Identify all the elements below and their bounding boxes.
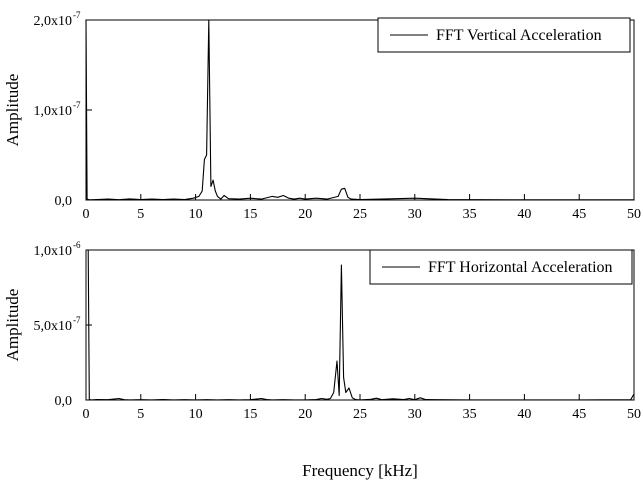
y-tick-label: 0,0 — [55, 394, 73, 409]
panel-vertical-acceleration: 0,01,0x10 -72,0x10 -7 0 5 10 15 20 25 30 35 40 45 50… — [3, 10, 641, 222]
legend: FFT Horizontal Acceleration — [369, 249, 633, 285]
x-tick-label: 30 — [408, 407, 422, 422]
x-tick-label: 45 — [572, 207, 586, 222]
y-tick-exponent: -7 — [73, 315, 81, 325]
x-tick-label: 45 — [572, 407, 586, 422]
series-layer — [87, 249, 635, 401]
x-tick-label: 0 — [83, 207, 90, 222]
y-axis: 0,01,0x10 -72,0x10 -7 — [34, 10, 92, 209]
x-axis: 0 5 10 15 20 25 30 35 40 45 50 — [83, 194, 641, 222]
x-tick-label: 5 — [137, 407, 144, 422]
series-layer — [85, 19, 634, 201]
x-tick-label: 30 — [408, 207, 422, 222]
x-tick-label: 0 — [83, 407, 90, 422]
y-tick-exponent: -7 — [73, 10, 81, 20]
series-line — [85, 19, 634, 201]
y-tick-label: 5,0x10 — [34, 319, 73, 334]
x-tick-label: 40 — [517, 207, 531, 222]
x-tick-label: 35 — [463, 207, 477, 222]
x-tick-label: 20 — [298, 407, 312, 422]
x-tick-label: 15 — [243, 207, 257, 222]
legend-label: FFT Vertical Acceleration — [436, 27, 602, 44]
y-tick-exponent: -6 — [73, 240, 81, 250]
legend: FFT Vertical Acceleration — [377, 17, 631, 53]
x-tick-label: 15 — [243, 407, 257, 422]
x-tick-label: 50 — [627, 407, 641, 422]
x-tick-label: 10 — [189, 207, 203, 222]
legend-label: FFT Horizontal Acceleration — [428, 259, 613, 276]
series-line — [87, 249, 635, 401]
y-tick-label: 1,0x10 — [34, 244, 73, 259]
y-axis-label: Amplitude — [3, 289, 22, 362]
y-tick-exponent: -7 — [73, 100, 81, 110]
x-tick-label: 50 — [627, 207, 641, 222]
x-tick-label: 25 — [353, 407, 367, 422]
y-tick-label: 2,0x10 — [34, 14, 73, 29]
y-tick-label: 0,0 — [55, 194, 73, 209]
x-tick-label: 10 — [189, 407, 203, 422]
x-tick-label: 35 — [463, 407, 477, 422]
x-axis: 0 5 10 15 20 25 30 35 40 45 50 — [83, 394, 641, 422]
x-tick-label: 25 — [353, 207, 367, 222]
x-tick-label: 5 — [137, 207, 144, 222]
y-axis-label: Amplitude — [3, 74, 22, 147]
x-tick-label: 40 — [517, 407, 531, 422]
x-axis-label: Frequency [kHz] — [302, 461, 418, 480]
x-tick-label: 20 — [298, 207, 312, 222]
panel-horizontal-acceleration: 0,0 5,0x10 -7 1,0x10 -6 0 5 10 15 20 25 30 35 40 45 50… — [3, 240, 641, 422]
y-axis: 0,0 5,0x10 -7 1,0x10 -6 — [34, 240, 92, 409]
y-tick-label: 1,0x10 — [34, 104, 73, 119]
